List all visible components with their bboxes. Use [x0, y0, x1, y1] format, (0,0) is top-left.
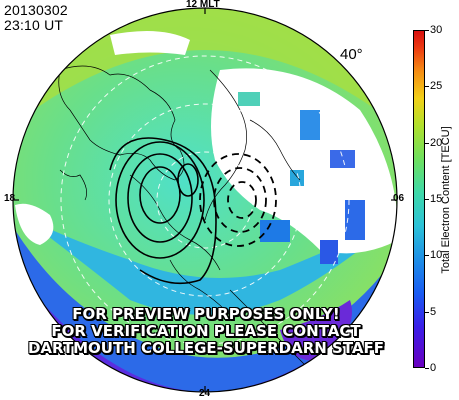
colorbar-tick-label: 10 [430, 249, 443, 261]
watermark-line-2: FOR VERIFICATION PLEASE CONTACT [51, 322, 361, 340]
colorbar-tick-label: 15 [430, 193, 443, 205]
mlt-ticks [13, 8, 397, 392]
colorbar [413, 30, 425, 368]
coastlines [58, 65, 311, 371]
preview-watermark: FOR PREVIEW PURPOSES ONLY! FOR VERIFICAT… [0, 306, 412, 357]
colorbar-title: Total Electron Content [TECU] [440, 126, 452, 274]
convection-contours-dawn [199, 153, 277, 247]
date-label: 20130302 [4, 2, 68, 18]
mlt-label-left: 18 [4, 193, 16, 204]
colorbar-tick [425, 199, 429, 200]
colorbar-tick-label: 30 [430, 24, 443, 36]
colorbar-tick-label: 0 [430, 362, 437, 374]
colorbar-tick [425, 368, 429, 369]
colorbar-tick [425, 255, 429, 256]
watermark-line-3: DARTMOUTH COLLEGE-SUPERDARN STAFF [27, 339, 385, 357]
colorbar-tick-label: 20 [430, 137, 443, 149]
mlt-label-top: 12 MLT [186, 0, 220, 10]
colorbar-tick [425, 30, 429, 31]
mlt-label-bottom: 24 [199, 388, 211, 399]
time-label: 23:10 UT [4, 17, 64, 33]
mlt-label-right: 06 [393, 193, 405, 204]
latitude-rings [60, 55, 350, 345]
colorbar-tick [425, 143, 429, 144]
watermark-line-1: FOR PREVIEW PURPOSES ONLY! [72, 305, 340, 323]
convection-contours-dusk [109, 137, 217, 285]
colorbar-tick-label: 25 [430, 80, 443, 92]
colorbar-tick [425, 312, 429, 313]
colorbar-tick [425, 86, 429, 87]
latitude-label: 40° [340, 46, 363, 63]
colorbar-tick-label: 5 [430, 306, 437, 318]
